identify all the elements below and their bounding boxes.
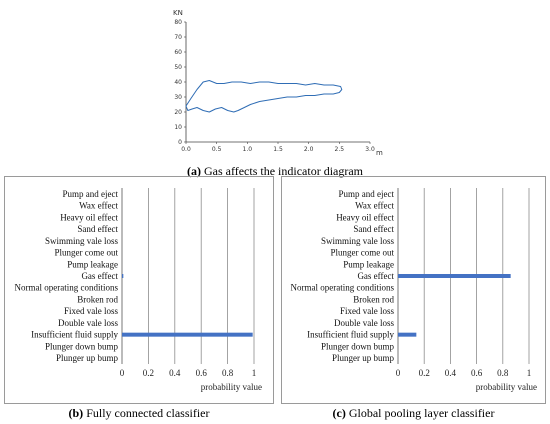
x-tick-label: 2.0 bbox=[304, 146, 314, 153]
fully-connected-classifier-chart: 0 0.2 0.4 0.6 0.8 1 Pump and eject Wax effectHe… bbox=[15, 188, 262, 392]
category-label: Wax effect bbox=[355, 201, 394, 211]
category-label: Normal operating conditions bbox=[15, 283, 119, 293]
category-label: Sand effect bbox=[77, 224, 118, 234]
category-label: Plunger come out bbox=[331, 248, 395, 258]
category-label: Plunger come out bbox=[55, 248, 119, 258]
category-label: Gas effect bbox=[81, 271, 118, 281]
y-tick-label: 20 bbox=[174, 109, 182, 116]
category-label: Swimming vale loss bbox=[45, 236, 118, 246]
global-pooling-classifier-chart: 0 0.2 0.4 0.6 0.8 1 Pump and eject Wax effectHe… bbox=[291, 188, 537, 392]
category-label: Pump and eject bbox=[63, 189, 119, 199]
x-tick-label: 0 bbox=[120, 368, 125, 378]
x-axis-title: probability value bbox=[201, 382, 262, 392]
probability-bar bbox=[122, 274, 124, 278]
indicator-diagram-chart: 0 10 20 30 40 50 60 70 80 0.0 0.5 1.0 1.5 2.0 2.5 3.0 KN… bbox=[173, 9, 383, 157]
x-axis-title: probability value bbox=[476, 382, 537, 392]
y-tick-label: 0 bbox=[178, 139, 182, 146]
x-tick-label: 0.8 bbox=[222, 368, 234, 378]
x-tick-label: 0.2 bbox=[143, 368, 154, 378]
category-label: Plunger down bump bbox=[321, 341, 394, 351]
y-tick-label: 30 bbox=[174, 94, 182, 101]
caption-a-text: Gas affects the indicator diagram bbox=[200, 164, 364, 178]
y-tick-label: 10 bbox=[174, 124, 182, 131]
caption-a-label: (a) bbox=[186, 164, 201, 178]
probability-bar bbox=[398, 274, 511, 278]
category-label: Swimming vale loss bbox=[321, 236, 394, 246]
category-label: Pump leakage bbox=[67, 259, 118, 269]
caption-c-text: Global pooling layer classifier bbox=[345, 406, 495, 420]
x-tick-label: 1 bbox=[252, 368, 257, 378]
x-axis-title: m bbox=[376, 149, 383, 157]
caption-b-text: Fully connected classifier bbox=[83, 406, 210, 420]
y-axis-title: KN bbox=[173, 9, 183, 17]
x-tick-label: 0.4 bbox=[169, 368, 181, 378]
caption-b: (b) Fully connected classifier bbox=[4, 406, 274, 421]
x-tick-label: 1.0 bbox=[243, 146, 253, 153]
caption-c-label: (c) bbox=[332, 406, 346, 420]
x-tick-label: 0.0 bbox=[181, 146, 191, 153]
category-label: Plunger up bump bbox=[332, 353, 394, 363]
category-label: Pump and eject bbox=[339, 189, 395, 199]
x-tick-label: 2.5 bbox=[335, 146, 345, 153]
y-tick-label: 40 bbox=[174, 79, 182, 86]
category-label: Plunger up bump bbox=[56, 353, 118, 363]
category-label: Fixed vale loss bbox=[64, 306, 118, 316]
probability-bar bbox=[122, 332, 253, 337]
category-label: Heavy oil effect bbox=[60, 212, 118, 222]
panel-c-frame bbox=[281, 176, 546, 404]
x-tick-label: 1 bbox=[527, 368, 532, 378]
category-label: Double vale loss bbox=[58, 318, 118, 328]
x-tick-label: 0.2 bbox=[419, 368, 430, 378]
category-label: Broken rod bbox=[353, 294, 394, 304]
x-tick-label: 0.8 bbox=[497, 368, 509, 378]
category-label: Pump leakage bbox=[343, 259, 394, 269]
y-tick-label: 80 bbox=[174, 19, 182, 26]
indicator-curve bbox=[185, 80, 343, 113]
category-label: Insufficient fluid supply bbox=[307, 330, 394, 340]
category-label: Heavy oil effect bbox=[336, 212, 394, 222]
x-tick-label: 1.5 bbox=[273, 146, 283, 153]
category-label: Sand effect bbox=[353, 224, 394, 234]
category-label: Insufficient fluid supply bbox=[31, 330, 118, 340]
category-label: Fixed vale loss bbox=[340, 306, 394, 316]
x-tick-label: 3.0 bbox=[365, 146, 375, 153]
x-tick-label: 0.6 bbox=[471, 368, 483, 378]
x-tick-label: 0.4 bbox=[445, 368, 457, 378]
y-tick-label: 60 bbox=[174, 49, 182, 56]
category-label: Double vale loss bbox=[334, 318, 394, 328]
category-label: Gas effect bbox=[357, 271, 394, 281]
x-tick-label: 0.6 bbox=[196, 368, 208, 378]
caption-c: (c) Global pooling layer classifier bbox=[281, 406, 546, 421]
category-label: Broken rod bbox=[77, 294, 118, 304]
x-tick-label: 0 bbox=[396, 368, 401, 378]
y-tick-label: 50 bbox=[174, 64, 182, 71]
caption-a: (a) Gas affects the indicator diagram bbox=[0, 164, 550, 179]
probability-bar bbox=[398, 332, 417, 337]
category-label: Wax effect bbox=[79, 201, 118, 211]
x-tick-label: 0.5 bbox=[212, 146, 222, 153]
panel-b-frame bbox=[4, 176, 274, 404]
category-label: Normal operating conditions bbox=[291, 283, 395, 293]
y-tick-label: 70 bbox=[174, 34, 182, 41]
category-label: Plunger down bump bbox=[45, 341, 118, 351]
caption-b-label: (b) bbox=[68, 406, 84, 420]
